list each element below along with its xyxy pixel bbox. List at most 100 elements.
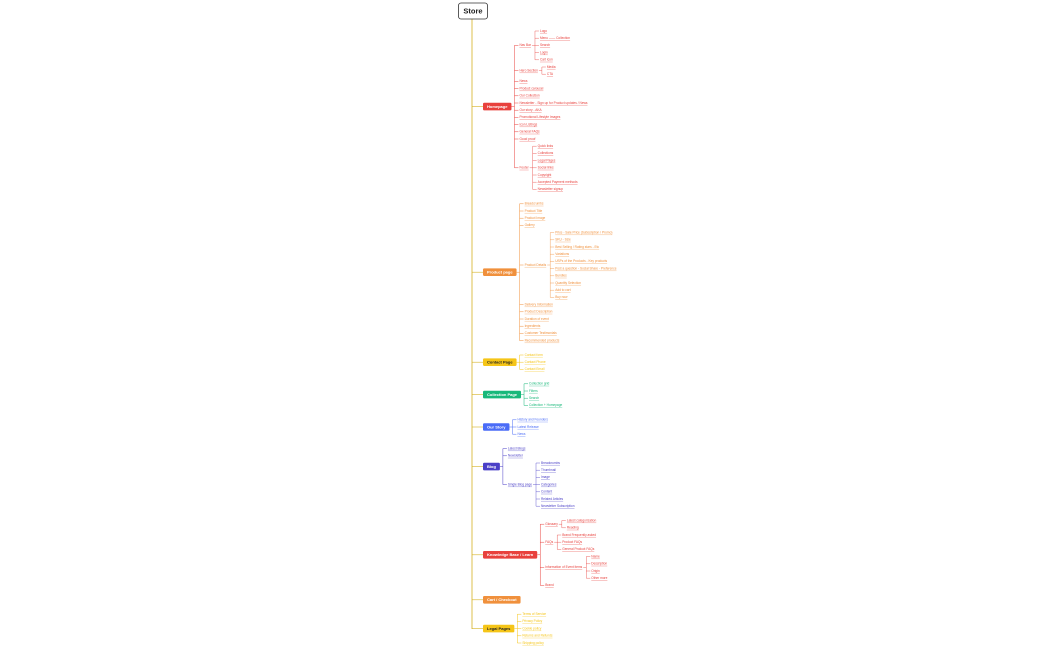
node-label: Menu —— Collection xyxy=(540,36,570,40)
node-label: Glossary xyxy=(545,522,558,526)
node-label: Thumbnail xyxy=(541,468,556,472)
node-label: Product FAQs xyxy=(562,540,582,544)
node-label: Post a question - Social Share - Prefere… xyxy=(555,266,617,270)
node-label: Image xyxy=(541,475,550,479)
node-label: Filters xyxy=(529,389,538,393)
branch-box xyxy=(483,102,512,111)
node-label: Returns and Refunds xyxy=(522,634,553,638)
node-label: Nav Bar xyxy=(519,43,531,47)
node-label: Legal Pages xyxy=(538,158,556,162)
node-label: Newsletter xyxy=(508,454,524,458)
node-label: Add to cart xyxy=(555,288,571,292)
node-label: Related Articles xyxy=(541,497,564,501)
node-label: Variations xyxy=(555,252,569,256)
node-label: Breadcrumbs xyxy=(525,202,544,206)
node-label: Copyright xyxy=(538,173,552,177)
node-label: Single Blog page xyxy=(508,482,532,486)
node-label: Breadcrumbs xyxy=(541,461,560,465)
branch-box xyxy=(483,423,510,431)
node-label: Best Selling / Rating stars - Etc xyxy=(555,245,599,249)
branch-box xyxy=(483,390,522,399)
node-label: Media xyxy=(547,65,556,69)
node-label: Accepted Payment methods xyxy=(538,180,578,184)
node-label: Product Description xyxy=(525,310,553,314)
node-label: Terms of Service xyxy=(522,612,546,616)
node-label: Logo xyxy=(540,29,547,33)
branch-box xyxy=(483,551,538,559)
branch-label: Homepage xyxy=(487,104,508,109)
node-label: Contact Phone xyxy=(525,360,546,364)
node-label: General Product FAQs xyxy=(562,547,594,551)
node-label: Collections xyxy=(538,151,554,155)
node-label: Hero Section xyxy=(519,68,538,72)
node-label: Latest Blogs xyxy=(508,446,526,450)
node-label: Privacy Policy xyxy=(522,619,542,623)
branch-label: Product page xyxy=(487,269,513,274)
node-label: Other more xyxy=(591,576,607,580)
node-label: Contact Email xyxy=(525,367,545,371)
node-label: Bundles xyxy=(555,274,567,278)
node-label: Good proof xyxy=(519,137,535,141)
branch-box xyxy=(483,358,517,366)
branch-box xyxy=(483,596,521,604)
node-label: Name xyxy=(591,554,600,558)
branch-box xyxy=(483,268,517,276)
node-label: Reading xyxy=(567,526,579,530)
root-box xyxy=(458,2,488,20)
node-label: Brand xyxy=(545,583,554,587)
node-label: Our story - AKA xyxy=(519,108,542,112)
node-label: Newsletter - Sign up for Product updates… xyxy=(519,101,587,105)
node-label: Price - Sale Price (Subscription / Promo… xyxy=(555,230,612,234)
node-label: Our Collection xyxy=(519,94,539,98)
node-label: Product carousel xyxy=(519,86,543,90)
branch-label: Our Story xyxy=(487,424,506,429)
node-label: Product Details xyxy=(525,263,547,267)
branch-box xyxy=(483,624,515,633)
node-label: History and Founders xyxy=(517,418,548,422)
node-label: Duration of event xyxy=(525,317,549,321)
node-label: Contact form xyxy=(525,353,544,357)
branch-box xyxy=(483,462,500,471)
node-label: Login xyxy=(540,50,548,54)
node-label: CTA xyxy=(547,72,554,76)
node-label: Cookie policy xyxy=(522,626,541,630)
node-label: Latest categorization xyxy=(567,518,597,522)
node-label: Product Title xyxy=(525,209,543,213)
node-label: Cart icon xyxy=(540,58,553,62)
node-label: Social links xyxy=(538,166,554,170)
node-label: Newsletter Subscription xyxy=(541,504,575,508)
node-label: Quick links xyxy=(538,144,554,148)
node-label: Collection grid xyxy=(529,382,549,386)
branch-label: Contact Page xyxy=(487,359,513,364)
node-label: General FAQs xyxy=(519,130,540,134)
node-label: Search xyxy=(540,43,550,47)
node-label: Delivery Information xyxy=(525,302,554,306)
node-label: Ingredients xyxy=(525,324,541,328)
node-label: Newsletter signup xyxy=(538,187,564,191)
node-label: Latest Release xyxy=(517,425,538,429)
node-label: Customer Testimonials xyxy=(525,331,558,335)
node-label: SKU - Size xyxy=(555,238,571,242)
node-label: Categories xyxy=(541,482,557,486)
node-label: Recommended products xyxy=(525,338,560,342)
node-label: Information of Event items xyxy=(545,565,582,569)
node-label: Description xyxy=(591,562,607,566)
node-label: FAQs xyxy=(545,540,553,544)
node-label: News xyxy=(517,432,525,436)
node-label: News xyxy=(519,79,527,83)
branch-label: Cart / Checkout xyxy=(487,597,517,602)
node-label: Buy now xyxy=(555,295,568,299)
node-label: Content xyxy=(541,490,552,494)
node-label: Quantity Selection xyxy=(555,281,581,285)
branch-label: Legal Pages xyxy=(487,626,511,631)
branch-label: Blog xyxy=(487,464,496,469)
node-label: Gallery xyxy=(525,223,536,227)
node-label: Product Image xyxy=(525,216,546,220)
node-label: Brand Frequently asked xyxy=(562,533,596,537)
branch-label: Knowledge Base / Learn xyxy=(487,552,534,557)
node-label: Footer xyxy=(519,166,529,170)
node-label: Shipping policy xyxy=(522,641,544,645)
node-label: Collection + Homepage xyxy=(529,403,562,407)
